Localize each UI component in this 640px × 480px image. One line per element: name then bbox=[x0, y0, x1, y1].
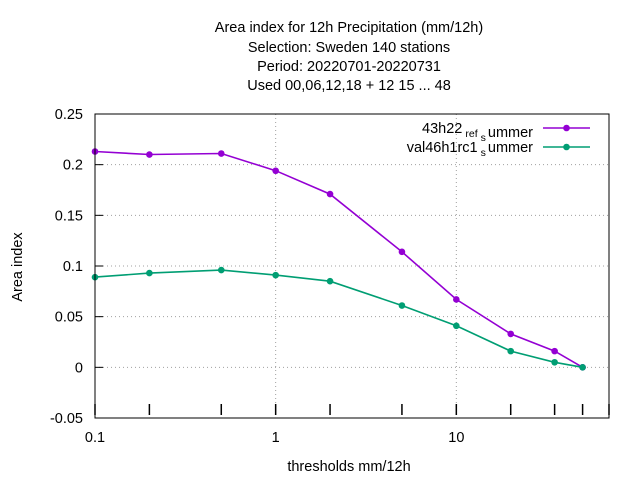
x-tick-label: 1 bbox=[272, 430, 280, 446]
legend-label-main: val46h1rc1 bbox=[407, 140, 478, 156]
series-line bbox=[94, 269, 583, 369]
series-1 bbox=[91, 148, 586, 371]
data-point bbox=[326, 277, 334, 285]
data-point bbox=[217, 266, 225, 274]
legend-label-tail: ummer bbox=[488, 140, 533, 156]
y-tick-label: 0.1 bbox=[63, 259, 83, 275]
legend-marker bbox=[563, 124, 570, 132]
legend-marker bbox=[563, 143, 570, 151]
legend-label-sub: s bbox=[481, 132, 486, 144]
title-line-1: Area index for 12h Precipitation (mm/12h… bbox=[215, 20, 483, 36]
y-tick-label: 0.15 bbox=[55, 208, 83, 224]
data-point bbox=[272, 271, 279, 279]
data-point bbox=[146, 269, 153, 277]
legend-label: val46h1rc1 s ummer bbox=[407, 140, 533, 159]
data-point bbox=[398, 302, 406, 309]
title-line-4: Used 00,06,12,18 + 12 15 ... 48 bbox=[247, 78, 451, 94]
grid bbox=[94, 113, 609, 419]
legend-label: 43h22 ref s ummer bbox=[422, 121, 533, 144]
series-2 bbox=[91, 266, 586, 371]
data-point bbox=[507, 330, 515, 338]
y-axis-ticks: -0.05 0 0.05 0.1 0.15 0.2 0.25 bbox=[50, 107, 103, 427]
y-tick-label: -0.05 bbox=[50, 411, 83, 427]
x-tick-label: 0.1 bbox=[85, 430, 105, 446]
plot-frame bbox=[94, 113, 610, 419]
y-tick-label: 0.25 bbox=[55, 107, 83, 123]
data-point bbox=[398, 248, 406, 256]
legend-label-sub: s bbox=[481, 147, 486, 159]
data-point bbox=[551, 358, 558, 366]
data-point bbox=[453, 322, 460, 330]
data-point bbox=[507, 347, 515, 355]
legend-label-tail: ummer bbox=[488, 125, 533, 141]
series-group bbox=[91, 148, 586, 371]
legend-label-sub: ref bbox=[465, 128, 477, 140]
data-point bbox=[551, 347, 558, 355]
series-line bbox=[94, 150, 584, 368]
y-axis-label: Area index bbox=[10, 232, 26, 302]
x-axis-ticks: 0.1 1 10 bbox=[85, 404, 610, 446]
data-point bbox=[217, 150, 225, 157]
y-tick-label: 0.05 bbox=[55, 310, 83, 326]
y-tick-label: 0.2 bbox=[63, 158, 83, 174]
data-point bbox=[146, 151, 153, 158]
data-point bbox=[326, 190, 334, 198]
title-line-3: Period: 20220701-20220731 bbox=[257, 59, 441, 75]
legend-label-main: 43h22 bbox=[422, 121, 462, 137]
chart-title: Area index for 12h Precipitation (mm/12h… bbox=[215, 20, 483, 94]
data-point bbox=[272, 167, 279, 175]
x-tick-label: 10 bbox=[448, 430, 464, 446]
x-axis-label: thresholds mm/12h bbox=[287, 459, 410, 475]
data-point bbox=[579, 364, 586, 371]
y-tick-label: 0 bbox=[75, 360, 83, 376]
data-point bbox=[453, 296, 460, 303]
title-line-2: Selection: Sweden 140 stations bbox=[248, 40, 450, 56]
